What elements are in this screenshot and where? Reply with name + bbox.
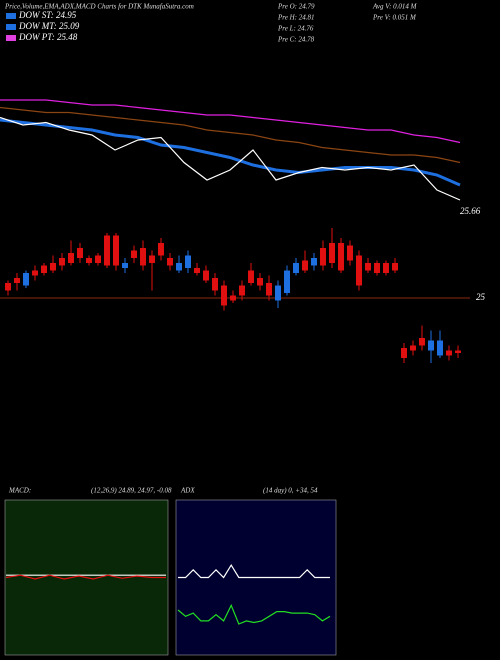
legend-label: DOW PT: 25.48 xyxy=(18,32,78,42)
candle-body xyxy=(5,283,11,291)
candle-body xyxy=(428,340,434,351)
volume: Avg V: 0.014 M xyxy=(372,3,418,11)
panel-title: MACD: xyxy=(8,487,31,495)
last-value: 25.66 xyxy=(460,206,481,216)
line-series xyxy=(0,99,461,144)
candle-body xyxy=(86,258,92,263)
line-series xyxy=(0,106,461,164)
line-series xyxy=(0,118,461,187)
candle-body xyxy=(32,270,38,276)
candle-body xyxy=(149,255,155,263)
candle-body xyxy=(356,255,362,286)
candle-body xyxy=(77,248,83,258)
volume: Pre V: 0.051 M xyxy=(372,14,417,22)
candle-body xyxy=(302,260,308,271)
candle-body xyxy=(275,285,281,301)
candle-body xyxy=(68,253,74,263)
candle-body xyxy=(392,263,398,271)
panel-subtitle: (14 day) 0, +34, 54 xyxy=(263,487,318,495)
candle-body xyxy=(365,263,371,271)
panel-title: ADX xyxy=(180,487,195,495)
candle-body xyxy=(104,235,110,266)
legend-label: DOW ST: 24.95 xyxy=(18,10,77,20)
candle-body xyxy=(338,243,344,271)
candle-body xyxy=(437,340,443,356)
legend-label: DOW MT: 25.09 xyxy=(18,21,80,31)
candle-body xyxy=(257,278,263,286)
stat: Pre O: 24.79 xyxy=(277,3,315,11)
candle-body xyxy=(311,258,317,266)
candle-body xyxy=(374,263,380,273)
candle-body xyxy=(383,263,389,273)
candle-body xyxy=(50,263,56,271)
candle-body xyxy=(59,258,65,266)
candle-body xyxy=(446,350,452,356)
candle-body xyxy=(329,243,335,263)
line-series xyxy=(0,116,461,201)
line-series xyxy=(178,563,330,579)
candle-body xyxy=(248,270,254,283)
legend-swatch xyxy=(6,13,16,19)
candle-body xyxy=(293,263,299,273)
candle-body xyxy=(221,285,227,306)
candle-body xyxy=(401,348,407,358)
line-series xyxy=(177,603,331,625)
title: Price,Volume,EMA,ADX,MACD Charts for DTK… xyxy=(4,3,194,11)
legend-swatch xyxy=(6,24,16,30)
candle-body xyxy=(176,263,182,271)
candle-body xyxy=(131,250,137,258)
candle-body xyxy=(14,278,20,283)
candle-body xyxy=(167,258,173,266)
candle-body xyxy=(230,295,236,301)
y-tick-label: 25 xyxy=(476,292,486,302)
candle-body xyxy=(239,285,245,296)
candle-body xyxy=(266,283,272,296)
candle-body xyxy=(194,268,200,273)
candle-body xyxy=(419,338,425,346)
candle-body xyxy=(203,270,209,281)
stat: Pre H: 24.81 xyxy=(277,14,314,22)
candle-body xyxy=(122,263,128,268)
line-series xyxy=(5,574,166,580)
stat: Pre L: 24.76 xyxy=(277,25,314,33)
candle-body xyxy=(140,248,146,266)
candle-body xyxy=(23,273,29,286)
legend-swatch xyxy=(6,35,16,41)
candle-body xyxy=(158,243,164,256)
candle-body xyxy=(212,278,218,291)
candle-body xyxy=(185,255,191,268)
panel-subtitle: (12,26,9) 24.89, 24.97, -0.08 xyxy=(91,487,172,495)
candle-body xyxy=(95,255,101,263)
candle-body xyxy=(410,345,416,351)
candle-body xyxy=(41,265,47,273)
candle-body xyxy=(455,350,461,353)
candle-body xyxy=(320,248,326,266)
candle-body xyxy=(347,245,353,261)
stat: Pre C: 24.78 xyxy=(277,36,315,44)
candle-body xyxy=(113,235,119,266)
candle-body xyxy=(284,270,290,293)
